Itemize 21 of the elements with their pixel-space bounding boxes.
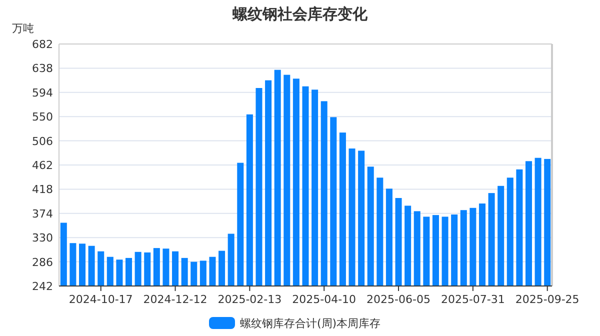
y-tick-label: 550: [32, 110, 53, 124]
x-tick-label: 2024-10-17: [68, 293, 133, 306]
y-tick-label: 638: [32, 62, 53, 76]
x-tick-label: 2025-04-10: [292, 293, 356, 306]
y-tick-label: 506: [32, 134, 53, 148]
y-axis-title: 万吨: [12, 22, 34, 35]
x-tick-label: 2025-06-05: [366, 293, 430, 306]
chart-title: 螺纹钢社会库存变化: [232, 5, 368, 23]
y-tick-label: 330: [32, 232, 53, 245]
x-tick-label: 2025-02-13: [218, 293, 282, 306]
y-tick-label: 462: [32, 159, 53, 172]
legend-label: 螺纹钢库存合计(周)本周库存: [240, 317, 381, 330]
x-tick-label: 2025-07-31: [440, 293, 505, 306]
y-tick-label: 242: [32, 280, 53, 293]
y-tick-label: 594: [32, 86, 53, 100]
x-tick-label: 2025-09-25: [515, 293, 580, 306]
y-tick-label: 682: [32, 38, 53, 51]
y-tick-label: 374: [32, 207, 53, 220]
y-tick-label: 418: [32, 183, 53, 196]
y-tick-label: 286: [32, 256, 53, 269]
x-tick-label: 2024-12-12: [143, 293, 208, 306]
